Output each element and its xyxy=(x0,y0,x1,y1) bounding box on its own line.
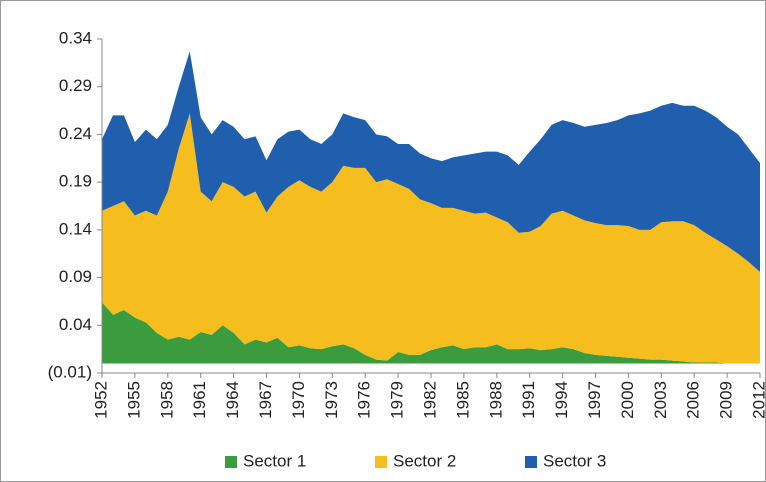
x-tick-label: 1955 xyxy=(124,381,143,419)
y-tick-label: 0.29 xyxy=(59,76,92,95)
x-tick-label: 2012 xyxy=(749,381,766,419)
x-tick-label: 2006 xyxy=(684,381,703,419)
area xyxy=(102,51,760,272)
legend-swatch xyxy=(525,456,537,468)
x-tick-label: 2003 xyxy=(651,381,670,419)
legend-swatch xyxy=(225,456,237,468)
x-tick-label: 1964 xyxy=(223,381,242,419)
x-tick-label: 1973 xyxy=(322,381,341,419)
y-tick-label: 0.24 xyxy=(59,124,92,143)
x-tick-label: 2000 xyxy=(618,381,637,419)
y-tick-label: 0.14 xyxy=(59,219,92,238)
x-tick-label: 1967 xyxy=(256,381,275,419)
legend-label: Sector 3 xyxy=(543,451,606,470)
y-tick-label: 0.04 xyxy=(59,315,92,334)
x-tick-label: 1976 xyxy=(355,381,374,419)
x-tick-label: 1970 xyxy=(289,381,308,419)
x-tick-label: 1985 xyxy=(453,381,472,419)
y-tick-label: 0.34 xyxy=(59,28,92,47)
x-tick-label: 1988 xyxy=(486,381,505,419)
x-tick-label: 2009 xyxy=(717,381,736,419)
y-tick-label: (0.01) xyxy=(48,362,92,381)
y-tick-label: 0.09 xyxy=(59,267,92,286)
x-tick-label: 1997 xyxy=(585,381,604,419)
area xyxy=(102,113,760,364)
x-tick-label: 1991 xyxy=(519,381,538,419)
legend-swatch xyxy=(375,456,387,468)
x-tick-label: 1979 xyxy=(388,381,407,419)
area xyxy=(102,302,760,364)
x-tick-label: 1982 xyxy=(420,381,439,419)
x-tick-label: 1961 xyxy=(190,381,209,419)
x-tick-label: 1958 xyxy=(157,381,176,419)
legend-label: Sector 1 xyxy=(243,451,306,470)
x-tick-label: 1952 xyxy=(91,381,110,419)
legend-label: Sector 2 xyxy=(393,451,456,470)
x-tick-label: 1994 xyxy=(552,381,571,419)
y-tick-label: 0.19 xyxy=(59,172,92,191)
